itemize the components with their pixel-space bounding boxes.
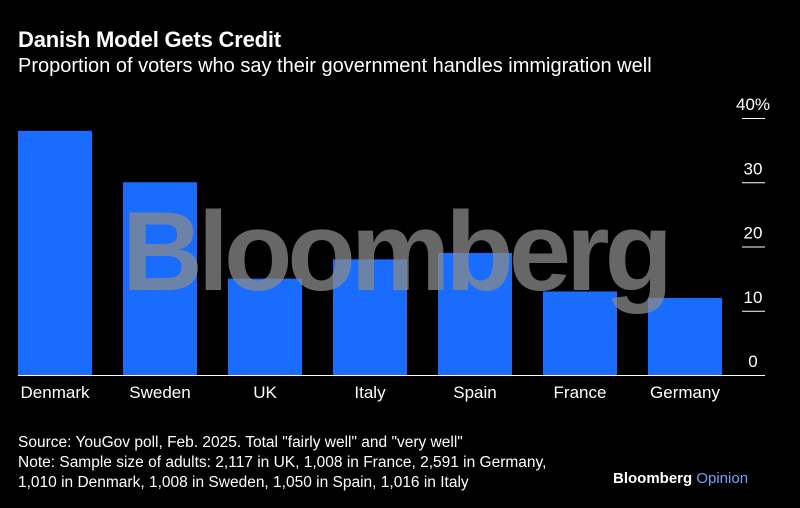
bar-sweden [123, 182, 197, 375]
y-tick-label-20: 20 [744, 224, 763, 243]
x-tick-label-germany: Germany [650, 383, 720, 402]
bar-chart: Bloomberg 0 10 20 30 40% Denmark Sweden UK Ital… [18, 95, 770, 402]
bloomberg-watermark: Bloomberg [122, 189, 668, 314]
y-tick-label-10: 10 [744, 288, 763, 307]
sample-note-line-1: Note: Sample size of adults: 2,117 in UK… [18, 454, 547, 471]
chart-title: Danish Model Gets Credit [18, 27, 281, 52]
labels-layer: Denmark Sweden UK Italy Spain France Germany [21, 383, 721, 402]
x-tick-label-france: France [554, 383, 607, 402]
x-tick-label-uk: UK [253, 383, 277, 402]
axis-layer: 0 10 20 30 40% [18, 95, 770, 376]
brand-name: Bloomberg [613, 470, 693, 487]
bar-france [543, 291, 617, 375]
watermark-layer: Bloomberg [122, 189, 673, 314]
y-tick-label-30: 30 [744, 159, 763, 178]
x-tick-label-italy: Italy [354, 383, 386, 402]
source-note: Source: YouGov poll, Feb. 2025. Total "f… [18, 434, 463, 451]
chart-subtitle: Proportion of voters who say their gover… [18, 55, 652, 77]
bar-uk [228, 278, 302, 375]
x-tick-label-spain: Spain [453, 383, 496, 402]
x-tick-label-denmark: Denmark [21, 383, 90, 402]
y-tick-label-40: 40% [736, 95, 770, 114]
bar-italy [333, 259, 407, 375]
sample-note-line-2: 1,010 in Denmark, 1,008 in Sweden, 1,050… [18, 474, 469, 491]
bar-denmark [18, 130, 92, 375]
chart-footer: Source: YouGov poll, Feb. 2025. Total "f… [18, 433, 578, 493]
y-tick-label-0: 0 [748, 352, 757, 371]
bar-germany [648, 297, 722, 375]
brand-section: Opinion [696, 470, 749, 487]
x-tick-label-sweden: Sweden [129, 383, 190, 402]
bars-layer [18, 130, 722, 375]
brand-logo: Bloomberg Opinion [613, 470, 748, 487]
bar-spain [438, 252, 512, 375]
